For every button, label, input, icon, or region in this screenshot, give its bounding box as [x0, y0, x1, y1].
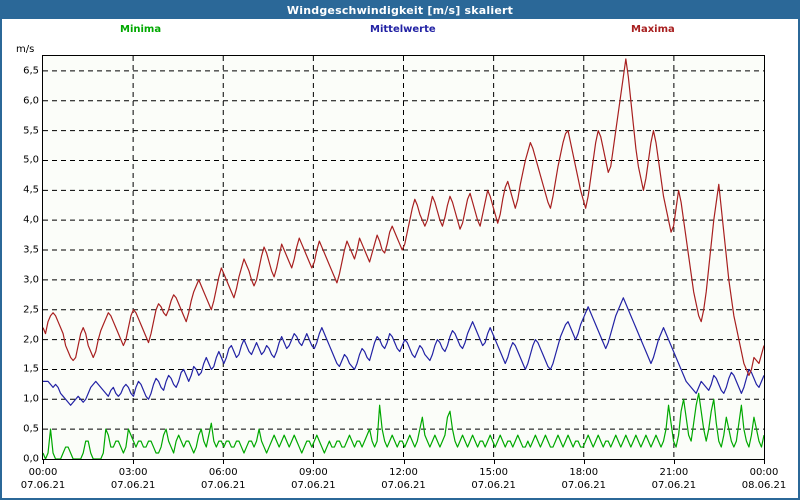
y-axis-tick: 5,5 — [23, 125, 39, 137]
series-line-minima — [43, 392, 764, 459]
page-title: Windgeschwindigkeit [m/s] skaliert — [286, 4, 514, 17]
x-axis-tick-time: 15:00 — [479, 467, 509, 478]
x-axis-tick-date: 07.06.21 — [291, 480, 336, 491]
x-axis-tick-mark — [133, 460, 135, 464]
x-axis-tick: 21:00 07.06.21 — [639, 466, 709, 492]
y-axis-tick: 0,5 — [23, 423, 39, 435]
x-axis-tick-date: 07.06.21 — [20, 480, 66, 491]
plot-area — [42, 55, 765, 460]
y-axis-tick: 6,5 — [23, 65, 39, 77]
chart-legend: Minima Mittelwerte Maxima — [2, 24, 798, 40]
x-axis-tick-mark — [493, 460, 495, 464]
legend-item-minima: Minima — [120, 24, 162, 35]
x-axis-tick-date: 07.06.21 — [651, 480, 697, 491]
legend-item-mittelwerte: Mittelwerte — [370, 24, 436, 35]
y-axis-tick: 3,5 — [23, 244, 39, 256]
x-axis-tick-time: 21:00 — [659, 467, 689, 478]
x-axis-tick-mark — [403, 460, 405, 464]
x-axis-tick: 03:00 07.06.21 — [98, 466, 168, 492]
y-axis-tick: 4,0 — [23, 214, 39, 226]
y-axis-tick: 2,0 — [23, 334, 39, 346]
y-axis-tick: 1,5 — [23, 363, 39, 375]
chart-canvas — [43, 56, 764, 459]
y-axis-tick: 3,0 — [23, 274, 39, 286]
legend-item-maxima: Maxima — [631, 24, 675, 35]
x-axis-tick: 12:00 07.06.21 — [369, 466, 439, 492]
x-axis-tick-mark — [313, 460, 315, 464]
y-axis-tick: 2,5 — [23, 304, 39, 316]
x-axis-tick-time: 03:00 — [118, 467, 148, 478]
x-axis-tick: 18:00 07.06.21 — [549, 466, 619, 492]
y-axis-tick: 4,5 — [23, 184, 39, 196]
x-axis-tick-date: 07.06.21 — [110, 480, 156, 491]
x-axis-tick-mark — [43, 460, 44, 464]
x-axis-tick-date: 07.06.21 — [200, 480, 246, 491]
y-axis-tick: 1,0 — [23, 393, 39, 405]
plot-frame — [42, 55, 765, 460]
x-axis-tick-time: 00:00 — [749, 467, 779, 478]
x-axis-tick-date: 07.06.21 — [561, 480, 607, 491]
x-axis-tick-time: 18:00 — [569, 467, 599, 478]
series-line-mittelwerte — [43, 297, 764, 406]
x-axis-tick: 15:00 07.06.21 — [459, 466, 529, 492]
x-axis-tick-mark — [583, 460, 585, 464]
y-axis-tick: 0,0 — [23, 453, 39, 465]
window-title-bar: Windgeschwindigkeit [m/s] skaliert — [2, 2, 798, 19]
y-axis-tick: 6,0 — [23, 95, 39, 107]
x-axis-tick-time: 00:00 — [28, 467, 58, 478]
x-axis-tick: 06:00 07.06.21 — [188, 466, 258, 492]
y-axis-tick: 5,0 — [23, 154, 39, 166]
y-axis-unit-label: m/s — [16, 44, 35, 55]
x-axis-tick: 09:00 07.06.21 — [278, 466, 348, 492]
x-axis-tick-date: 07.06.21 — [381, 480, 426, 491]
x-axis-tick-mark — [673, 460, 675, 464]
x-axis-tick: 00:00 08.06.21 — [729, 466, 799, 492]
x-axis-tick-date: 08.06.21 — [741, 480, 787, 491]
series-line-maxima — [43, 58, 764, 377]
x-axis-tick: 00:00 07.06.21 — [8, 466, 78, 492]
x-axis-tick-time: 06:00 — [208, 467, 238, 478]
x-axis-tick-mark — [764, 460, 765, 464]
x-axis-tick-time: 12:00 — [389, 467, 418, 478]
x-axis-tick-time: 09:00 — [298, 467, 328, 478]
x-axis-tick-date: 07.06.21 — [471, 480, 516, 491]
x-axis-tick-mark — [223, 460, 225, 464]
